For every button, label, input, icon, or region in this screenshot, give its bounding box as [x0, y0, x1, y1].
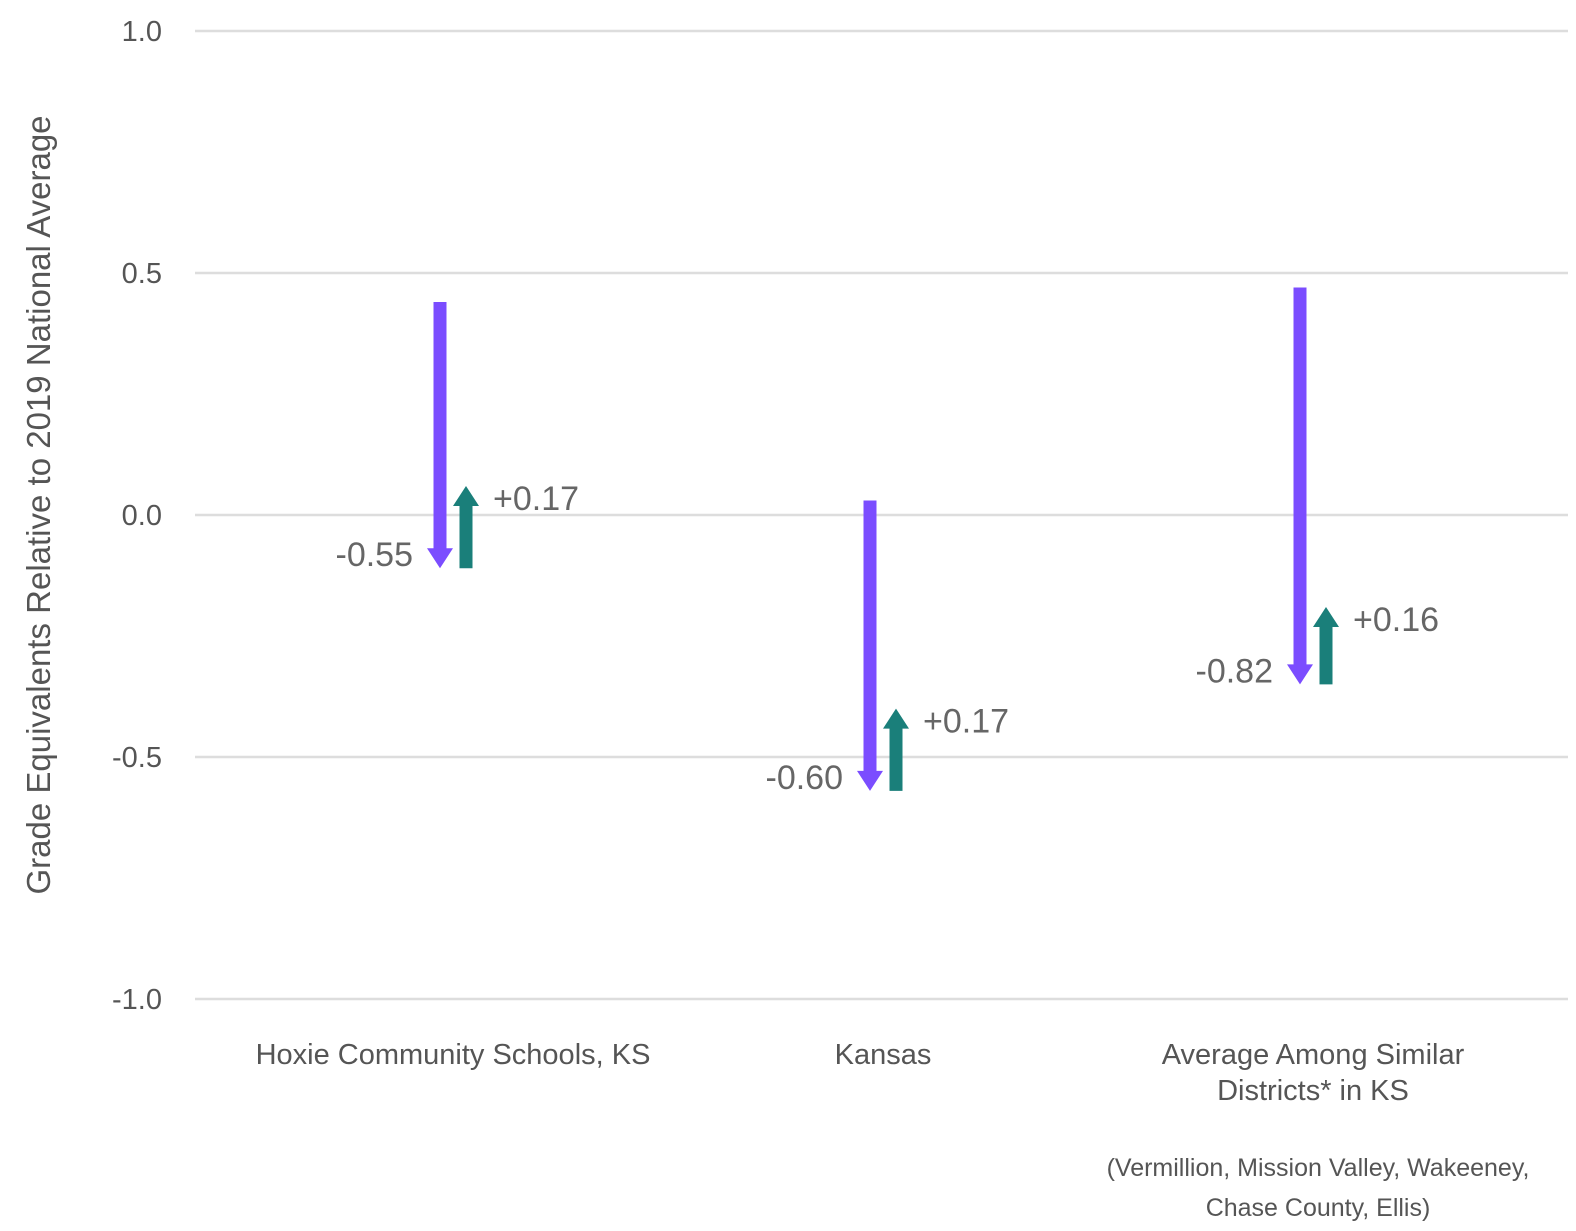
arrow-marks: -0.55 +0.17 -0.60 +0.17 -0.82 +0.16	[336, 287, 1439, 797]
y-tick-labels: 1.0 0.5 0.0 -0.5 -1.0	[112, 16, 162, 1016]
x-category-label: Districts* in KS	[1217, 1075, 1409, 1107]
category-footnote: Chase County, Ellis)	[1206, 1194, 1431, 1222]
x-category-label: Kansas	[835, 1039, 932, 1071]
recovery-value-label: +0.17	[493, 480, 579, 518]
x-category-label: Average Among Similar	[1162, 1039, 1465, 1071]
decline-value-label: -0.55	[336, 536, 414, 574]
y-tick-label: 0.5	[122, 258, 162, 290]
decline-arrow	[1287, 287, 1313, 685]
gridlines	[195, 29, 1568, 1001]
x-category-label: Hoxie Community Schools, KS	[256, 1039, 651, 1071]
recovery-arrow	[1313, 606, 1339, 685]
y-tick-label: -0.5	[112, 742, 162, 774]
category-labels: Hoxie Community Schools, KS Kansas Average…	[256, 1039, 1530, 1222]
decline-value-label: -0.82	[1196, 652, 1274, 690]
recovery-value-label: +0.17	[923, 703, 1009, 741]
recovery-value-label: +0.16	[1353, 601, 1439, 639]
decline-arrow	[427, 302, 453, 569]
y-tick-label: -1.0	[112, 984, 162, 1016]
y-axis-title: Grade Equivalents Relative to 2019 Natio…	[20, 115, 57, 894]
category-footnote: (Vermillion, Mission Valley, Wakeeney,	[1107, 1154, 1530, 1182]
y-tick-label: 1.0	[122, 16, 162, 48]
recovery-arrow	[883, 708, 909, 791]
decline-arrow	[857, 500, 883, 791]
recovery-arrow	[453, 485, 479, 569]
y-tick-label: 0.0	[122, 500, 162, 532]
decline-value-label: -0.60	[766, 759, 844, 797]
